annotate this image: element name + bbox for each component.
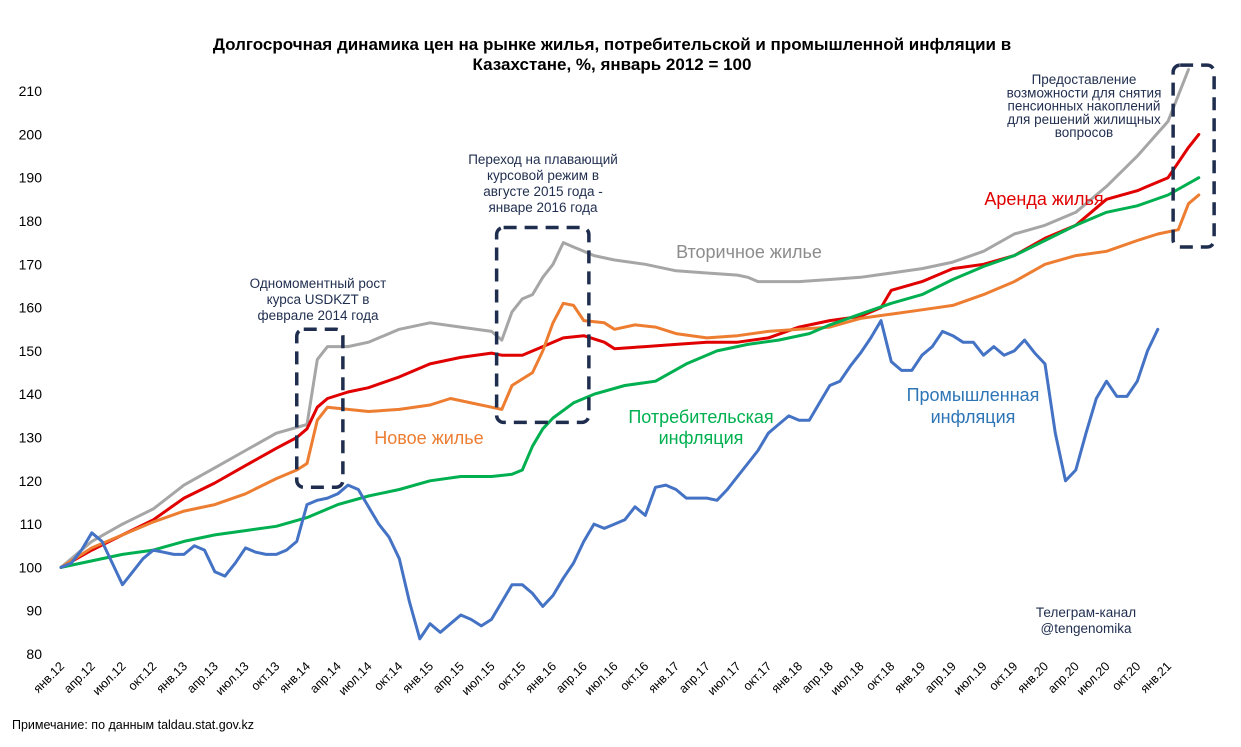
x-tick-label: окт.15 bbox=[494, 659, 528, 693]
label-cpi-line-1: Потребительская bbox=[628, 407, 773, 427]
annotation-feb2014: феврале 2014 года bbox=[258, 308, 379, 323]
y-tick-label: 190 bbox=[19, 170, 43, 186]
y-tick-label: 210 bbox=[19, 83, 43, 99]
y-tick-label: 110 bbox=[20, 516, 43, 532]
x-tick-label: окт.20 bbox=[1109, 659, 1143, 693]
series-lines bbox=[59, 68, 1201, 641]
y-tick-label: 180 bbox=[19, 213, 43, 229]
source-note: Примечание: по данным taldau.stat.gov.kz bbox=[12, 718, 254, 732]
y-tick-label: 160 bbox=[19, 300, 43, 316]
x-tick-label: июл.15 bbox=[459, 659, 498, 698]
y-axis: 80 90 100 110 120 130 140 150 160 170 180 190 200 210 bbox=[19, 83, 43, 662]
y-tick-label: 90 bbox=[26, 603, 42, 619]
x-tick-label: июл.13 bbox=[213, 659, 252, 698]
series-line-3 bbox=[59, 176, 1201, 569]
x-tick-label: янв.14 bbox=[277, 659, 314, 696]
box-feb2014 bbox=[295, 327, 345, 490]
x-tick-label: июл.18 bbox=[828, 659, 867, 698]
x-tick-label: янв.21 bbox=[1138, 659, 1175, 696]
y-tick-label: 200 bbox=[19, 126, 43, 142]
x-tick-label: янв.13 bbox=[154, 659, 191, 696]
x-tick-label: июл.20 bbox=[1074, 659, 1113, 698]
x-tick-label: янв.18 bbox=[769, 659, 806, 696]
label-secondary-housing: Вторичное жилье bbox=[676, 242, 822, 262]
x-tick-label: янв.17 bbox=[646, 659, 683, 696]
annotation-pension2021: Предоставление bbox=[1032, 72, 1137, 87]
annotation-float2015: Переход на плавающий bbox=[468, 152, 618, 167]
label-ppi-line-1: Промышленная bbox=[907, 385, 1040, 405]
annotation-pension2021: возможности для снятия bbox=[1007, 85, 1162, 100]
annotation-float2015: курсовой режим в bbox=[487, 168, 599, 183]
x-tick-label: окт.18 bbox=[863, 659, 897, 693]
label-rent: Аренда жилья bbox=[984, 189, 1103, 209]
box-float2015 bbox=[494, 225, 591, 425]
y-tick-label: 120 bbox=[19, 473, 43, 489]
chart-title-line-2: Казахстане, %, январь 2012 = 100 bbox=[473, 55, 752, 74]
x-tick-label: окт.12 bbox=[125, 659, 159, 693]
chart-title-line-1: Долгосрочная динамика цен на рынке жилья… bbox=[213, 35, 1011, 54]
y-tick-label: 100 bbox=[19, 559, 43, 575]
x-tick-label: янв.16 bbox=[523, 659, 560, 696]
highlight-boxes bbox=[295, 63, 1216, 490]
annotation-pension2021: для решений жилищных bbox=[1007, 112, 1161, 127]
x-tick-label: окт.19 bbox=[986, 659, 1020, 693]
y-tick-label: 130 bbox=[19, 430, 43, 446]
annotation-float2015: августе 2015 года - bbox=[483, 184, 603, 199]
label-ppi-line-2: инфляция bbox=[931, 407, 1016, 427]
x-tick-label: янв.12 bbox=[31, 659, 68, 696]
x-tick-label: янв.19 bbox=[892, 659, 929, 696]
x-tick-label: июл.19 bbox=[951, 659, 990, 698]
telegram-caption: Телеграм-канал bbox=[1036, 605, 1136, 620]
annotation-pension2021: вопросов bbox=[1055, 125, 1113, 140]
x-tick-label: окт.14 bbox=[371, 659, 405, 693]
x-tick-label: окт.13 bbox=[248, 659, 282, 693]
annotation-float2015: январе 2016 года bbox=[488, 200, 598, 215]
y-tick-label: 140 bbox=[19, 386, 43, 402]
label-cpi-line-2: инфляция bbox=[659, 428, 744, 448]
x-axis: янв.12апр.12июл.12окт.12янв.13апр.13июл.… bbox=[31, 659, 1175, 698]
x-tick-label: окт.16 bbox=[617, 659, 651, 693]
telegram-caption: @tengenomika bbox=[1040, 621, 1131, 636]
series-line-4 bbox=[59, 319, 1160, 641]
x-tick-label: июл.14 bbox=[336, 659, 375, 698]
series-line-2 bbox=[59, 193, 1201, 569]
label-new-housing: Новое жилье bbox=[374, 428, 483, 448]
series-line-0 bbox=[59, 68, 1190, 569]
y-tick-label: 150 bbox=[19, 343, 43, 359]
box-pension2021 bbox=[1171, 63, 1216, 249]
y-tick-label: 170 bbox=[19, 256, 43, 272]
annotation-feb2014: курса USDKZT в bbox=[267, 292, 370, 307]
y-tick-label: 80 bbox=[26, 646, 42, 662]
x-tick-label: июл.17 bbox=[705, 659, 744, 698]
annotation-feb2014: Одномоментный рост bbox=[250, 276, 387, 291]
x-tick-label: июл.12 bbox=[90, 659, 129, 698]
x-tick-label: янв.20 bbox=[1015, 659, 1052, 696]
x-tick-label: янв.15 bbox=[400, 659, 437, 696]
series-labels: Вторичное жилье Аренда жилья Новое жилье По… bbox=[374, 189, 1103, 448]
annotation-pension2021: пенсионных накоплений bbox=[1008, 99, 1161, 114]
x-tick-label: июл.16 bbox=[582, 659, 621, 698]
x-tick-label: окт.17 bbox=[740, 659, 774, 693]
